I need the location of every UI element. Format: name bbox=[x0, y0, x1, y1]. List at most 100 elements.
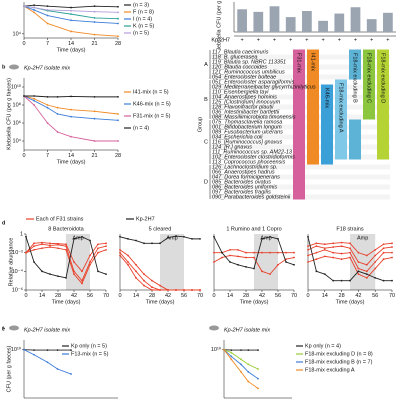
point bbox=[70, 19, 72, 22]
point bbox=[89, 261, 91, 263]
mouse-icons bbox=[9, 64, 219, 331]
membership-bar bbox=[321, 84, 333, 165]
category-label: + bbox=[257, 37, 260, 43]
x-tick-label: 56 bbox=[372, 293, 378, 299]
point bbox=[365, 276, 368, 279]
point bbox=[70, 13, 72, 16]
point bbox=[253, 251, 255, 254]
point bbox=[151, 286, 153, 289]
point bbox=[365, 270, 368, 273]
x-tick-label: 42 bbox=[355, 293, 361, 299]
point bbox=[253, 267, 255, 270]
point bbox=[119, 251, 121, 254]
x-tick-label: 0 bbox=[22, 153, 25, 159]
point bbox=[46, 349, 49, 352]
point bbox=[240, 363, 242, 366]
point bbox=[117, 5, 119, 8]
point bbox=[213, 261, 215, 263]
legend-label: F13-mix (n = 5) bbox=[71, 351, 109, 357]
point bbox=[56, 106, 59, 109]
point bbox=[46, 106, 49, 109]
bar bbox=[269, 6, 280, 33]
species-label: 121_Ruminococcus umbilicus bbox=[212, 69, 285, 75]
point bbox=[159, 284, 161, 287]
point bbox=[81, 270, 83, 273]
panel-letter: e bbox=[2, 326, 5, 332]
point bbox=[349, 247, 351, 250]
point bbox=[229, 261, 231, 263]
point bbox=[349, 279, 351, 282]
point bbox=[221, 256, 223, 259]
point bbox=[237, 248, 239, 251]
point bbox=[97, 270, 99, 273]
point bbox=[97, 243, 99, 246]
x-tick-label: 21 bbox=[91, 41, 97, 47]
x-tick-label: 42 bbox=[259, 293, 265, 299]
membership-bar bbox=[363, 49, 375, 120]
species-label: 111_Ruminococcus sp. AM22-13 bbox=[212, 149, 293, 155]
species-label: 090_Parabacteroides goldsteinii bbox=[212, 194, 291, 200]
point bbox=[382, 247, 385, 250]
point bbox=[230, 351, 233, 354]
point bbox=[33, 242, 35, 245]
point bbox=[127, 263, 129, 266]
point bbox=[151, 289, 153, 291]
y-tick-label: 10⁴ bbox=[13, 137, 22, 144]
x-tick-label: 28 bbox=[115, 153, 121, 159]
bar bbox=[318, 20, 328, 32]
point bbox=[315, 258, 318, 261]
group-label: D bbox=[204, 179, 208, 185]
annotation: Kp-2H7 isolate mix bbox=[224, 327, 270, 333]
point bbox=[49, 242, 51, 245]
category-label: + bbox=[240, 37, 243, 43]
point bbox=[240, 371, 242, 373]
species-label: 117_Blautia caecimuris bbox=[212, 49, 269, 55]
point bbox=[247, 349, 250, 352]
group-header: Group bbox=[197, 117, 203, 132]
species-label: 054_Enterocloster bolteae bbox=[212, 74, 276, 80]
x-tick-label: 56 bbox=[275, 293, 281, 299]
point bbox=[57, 242, 59, 245]
x-tick-label: 28 bbox=[55, 293, 61, 299]
point bbox=[33, 99, 35, 102]
bar bbox=[366, 19, 377, 32]
point bbox=[315, 242, 318, 245]
point bbox=[151, 279, 153, 282]
point bbox=[257, 377, 259, 380]
species-label: 029_Mediterraneibacter glycyrrhizinilyti… bbox=[212, 84, 316, 90]
y-axis-label: Klebsiella CFU (per g faeces) bbox=[216, 0, 222, 53]
point bbox=[56, 368, 59, 370]
point bbox=[332, 279, 335, 282]
point bbox=[135, 239, 137, 242]
point bbox=[391, 251, 393, 254]
point bbox=[391, 279, 393, 282]
point bbox=[49, 244, 51, 247]
point bbox=[89, 263, 91, 266]
legend-label: (n = 5) bbox=[133, 30, 149, 36]
x-tick-label: 0 bbox=[22, 41, 25, 47]
point bbox=[117, 119, 119, 122]
legend-label: (n = 3) bbox=[133, 2, 149, 8]
row-label: Kp-2H7 bbox=[211, 37, 230, 43]
point bbox=[391, 246, 393, 248]
group-label: C bbox=[204, 139, 208, 145]
legend-label: F18-mix excluding A bbox=[305, 367, 355, 373]
point bbox=[70, 6, 72, 9]
point bbox=[307, 254, 309, 257]
point bbox=[175, 235, 177, 237]
point bbox=[70, 349, 72, 352]
point bbox=[374, 254, 377, 257]
y-tick-label: 10⁶ bbox=[13, 119, 21, 126]
point bbox=[277, 251, 279, 254]
chart-title: F18 strains bbox=[336, 226, 363, 232]
point bbox=[73, 273, 75, 276]
species-label: 116_[Ruminococcus] gnavus bbox=[212, 139, 282, 145]
point bbox=[365, 254, 368, 257]
point bbox=[213, 251, 215, 254]
point bbox=[65, 276, 67, 279]
point bbox=[357, 270, 360, 273]
point bbox=[33, 261, 35, 263]
point bbox=[247, 380, 250, 383]
x-tick-label: 14 bbox=[322, 293, 328, 299]
